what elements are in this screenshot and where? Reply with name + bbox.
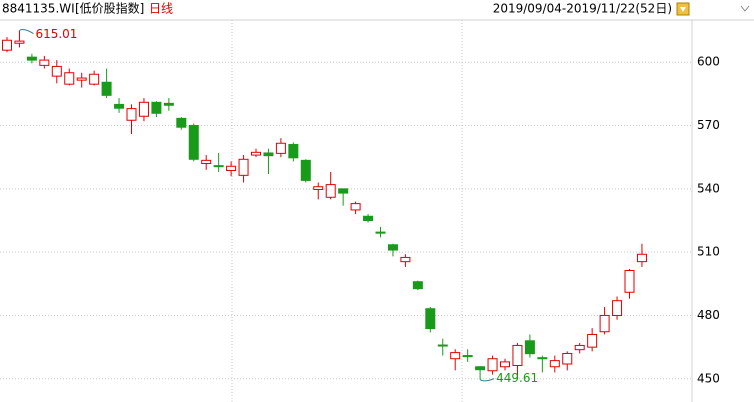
candle-body bbox=[574, 344, 585, 351]
candle-body bbox=[263, 152, 274, 157]
candle-body bbox=[462, 355, 473, 358]
candle-body bbox=[475, 366, 486, 371]
candle-body bbox=[338, 188, 349, 194]
candle-body bbox=[587, 333, 598, 348]
candle-body bbox=[39, 59, 50, 66]
max-annotation: 615.01 bbox=[35, 27, 77, 41]
y-tick-label: 600 bbox=[697, 55, 720, 69]
candle-body bbox=[375, 231, 386, 234]
candle-body bbox=[636, 253, 647, 263]
period-label: 日线 bbox=[149, 2, 173, 16]
menu-icon[interactable] bbox=[676, 2, 690, 16]
candle-body bbox=[624, 270, 635, 293]
y-tick-label: 510 bbox=[697, 245, 720, 259]
candle-body bbox=[363, 215, 374, 221]
candle-body bbox=[151, 101, 162, 114]
candle-body bbox=[288, 144, 299, 159]
chart-title: 8841135.WI bbox=[2, 2, 75, 16]
chart-subtitle: [低价股指数] bbox=[75, 1, 144, 16]
candle-body bbox=[562, 352, 573, 365]
candle-body bbox=[599, 314, 610, 333]
candle-body bbox=[176, 117, 187, 128]
candle-body bbox=[537, 357, 548, 360]
y-tick-label: 540 bbox=[697, 181, 720, 195]
candle-body bbox=[14, 40, 25, 44]
candle-body bbox=[226, 165, 237, 171]
candle-body bbox=[412, 281, 423, 290]
candle-body bbox=[524, 340, 535, 355]
candle-body bbox=[612, 300, 623, 316]
candle-body bbox=[437, 344, 448, 347]
candle-body bbox=[275, 142, 286, 154]
y-tick-label: 450 bbox=[697, 371, 720, 385]
candle-body bbox=[101, 81, 112, 96]
candle-body bbox=[425, 308, 436, 330]
candle-body bbox=[213, 165, 224, 168]
candle-body bbox=[64, 72, 75, 85]
candle-body bbox=[238, 158, 249, 176]
candle-body bbox=[126, 108, 137, 121]
candle-body bbox=[325, 184, 336, 198]
candle-body bbox=[251, 151, 261, 156]
candle-body bbox=[450, 352, 461, 360]
candle-body bbox=[313, 186, 324, 190]
candle-body bbox=[114, 103, 125, 109]
candle-body bbox=[350, 203, 361, 211]
candle-body bbox=[400, 256, 411, 263]
candle-body bbox=[188, 125, 199, 160]
y-tick-label: 570 bbox=[697, 118, 720, 132]
candle-body bbox=[76, 77, 87, 81]
candle-body bbox=[89, 73, 100, 85]
annotation-arrow bbox=[19, 29, 34, 34]
date-range: 2019/09/04-2019/11/22(52日) bbox=[493, 2, 672, 16]
candle-body bbox=[201, 159, 212, 165]
candle-body bbox=[2, 39, 12, 51]
candle-body bbox=[163, 102, 174, 106]
y-tick-label: 480 bbox=[697, 308, 720, 322]
collapse-icon[interactable] bbox=[740, 5, 750, 12]
candle-body bbox=[51, 65, 62, 77]
candle-body bbox=[387, 244, 398, 251]
candle-body bbox=[512, 344, 523, 366]
candle-body bbox=[549, 360, 560, 368]
candle-body bbox=[300, 159, 311, 181]
annotation-arrow bbox=[479, 378, 495, 382]
candle-body bbox=[487, 358, 498, 372]
min-annotation: 449.61 bbox=[496, 371, 538, 385]
candle-body bbox=[138, 101, 149, 117]
candle-body bbox=[26, 56, 37, 61]
candle-body bbox=[500, 361, 510, 368]
